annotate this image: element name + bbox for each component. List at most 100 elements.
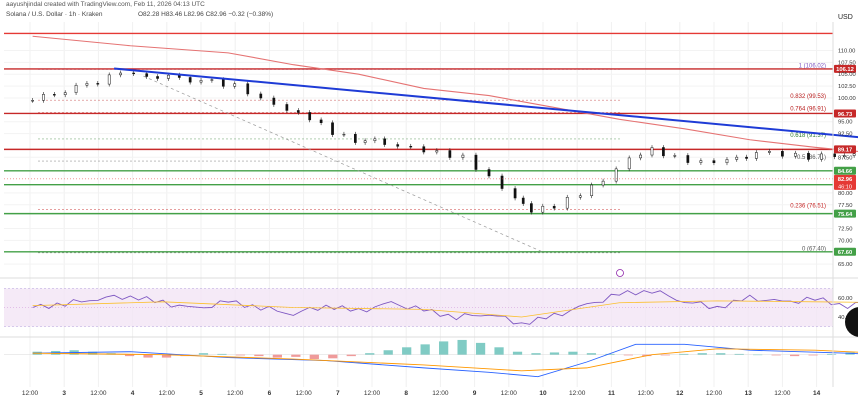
macd-histogram-bar bbox=[402, 347, 412, 355]
macd-histogram-bar bbox=[475, 342, 486, 355]
candle-body bbox=[768, 151, 771, 153]
candle-body bbox=[296, 110, 300, 113]
current-price-text: 82.96 bbox=[838, 177, 853, 183]
candle-body bbox=[119, 72, 122, 76]
candle-body bbox=[521, 197, 525, 204]
macd-signal-line bbox=[32, 348, 858, 372]
y-tick-label: 70.00 bbox=[838, 238, 853, 244]
bearish-trendline[interactable] bbox=[114, 67, 858, 176]
macd-histogram-bar bbox=[346, 354, 356, 357]
candle-body bbox=[353, 133, 357, 143]
candle-body bbox=[781, 151, 784, 157]
y-tick-label: 105.00 bbox=[838, 72, 856, 78]
level-badge-text: 106.12 bbox=[836, 67, 854, 73]
dashed-diagonal-line bbox=[143, 75, 545, 254]
candle-body bbox=[735, 156, 739, 160]
x-tick-label: 5 bbox=[199, 390, 203, 397]
price-pane[interactable]: 1 (106.02) 0.832 (99.53) 0.764 (96.91) 0.61… bbox=[4, 22, 858, 387]
macd-histogram-bar bbox=[198, 353, 209, 355]
fib-label: 0.5 (86.71) bbox=[797, 155, 826, 161]
candle-body bbox=[673, 155, 677, 157]
candle-body bbox=[627, 157, 631, 170]
macd-histogram-bar bbox=[217, 353, 227, 355]
level-badge bbox=[834, 145, 856, 154]
macd-histogram-bar bbox=[88, 351, 98, 355]
candle-body bbox=[820, 153, 823, 160]
level-badge bbox=[834, 166, 856, 175]
rsi-line bbox=[32, 290, 858, 325]
fib-label: 0.236 (76.51) bbox=[790, 203, 826, 209]
y-tick-label: 100.00 bbox=[838, 96, 856, 102]
candle-body bbox=[107, 74, 111, 85]
macd-histogram-bar bbox=[383, 350, 393, 355]
candle-body bbox=[96, 83, 100, 85]
candle-body bbox=[74, 84, 78, 93]
candles[interactable] bbox=[31, 70, 858, 215]
candle-body bbox=[487, 169, 491, 177]
x-tick-label: 9 bbox=[473, 390, 477, 397]
macd-histogram-bar bbox=[808, 354, 818, 356]
candle-body bbox=[422, 146, 426, 153]
ohlc-readout: O82.28 H83.46 L82.96 C82.96 −0.32 (−0.38… bbox=[138, 11, 273, 18]
candle-body bbox=[699, 160, 703, 163]
candle-body bbox=[578, 195, 582, 198]
candle-body bbox=[63, 92, 67, 95]
rsi-tick-label: 60.00 bbox=[838, 296, 853, 302]
bar-countdown-text: 46:10 bbox=[838, 184, 852, 190]
candle-body bbox=[199, 80, 203, 83]
level-badge bbox=[834, 247, 856, 256]
candle-body bbox=[210, 79, 214, 81]
candle-body bbox=[461, 154, 465, 158]
candle-body bbox=[541, 205, 545, 213]
rsi-pane[interactable] bbox=[4, 288, 858, 327]
fib-levels: 1 (106.02) 0.832 (99.53) 0.764 (96.91) 0.61… bbox=[38, 63, 826, 254]
y-tick-label: 92.50 bbox=[838, 132, 853, 138]
x-tick-label: 12:00 bbox=[159, 390, 176, 397]
x-tick-label: 8 bbox=[404, 390, 408, 397]
candle-body bbox=[285, 104, 289, 111]
x-tick-label: 4 bbox=[131, 390, 135, 397]
y-tick-label: 110.00 bbox=[838, 48, 855, 54]
candle-body bbox=[342, 133, 346, 136]
level-badge bbox=[834, 64, 856, 73]
macd-histogram-bar bbox=[531, 353, 541, 355]
replay-icon[interactable] bbox=[616, 269, 624, 277]
x-tick-label: 13 bbox=[745, 390, 753, 397]
level-badge-text: 75.64 bbox=[838, 212, 853, 218]
fib-label: 0.618 (91.37) bbox=[790, 133, 826, 139]
y-tick-label: 72.50 bbox=[838, 227, 853, 233]
level-badge-text: 89.17 bbox=[838, 148, 853, 154]
x-tick-label: 12 bbox=[676, 390, 684, 397]
macd-histogram-bar bbox=[605, 353, 615, 355]
candle-body bbox=[590, 184, 594, 196]
candle-body bbox=[145, 73, 149, 77]
candle-body bbox=[754, 152, 758, 159]
candle-body bbox=[373, 138, 377, 141]
chart-header: aayushjindal created with TradingView.co… bbox=[6, 1, 205, 8]
rsi-signal-line bbox=[32, 300, 858, 318]
macd-histogram-bar bbox=[716, 353, 726, 355]
candle-body bbox=[712, 160, 716, 164]
macd-pane[interactable] bbox=[4, 339, 858, 378]
current-price-badge bbox=[834, 174, 856, 190]
level-badge-text: 67.60 bbox=[838, 250, 853, 256]
fib-label: 1 (106.02) bbox=[799, 63, 826, 69]
macd-histogram-bar bbox=[420, 344, 430, 355]
y-tick-label: 65.00 bbox=[838, 262, 853, 268]
candle-body bbox=[31, 100, 34, 102]
scroll-indicator-icon[interactable] bbox=[845, 307, 858, 337]
candle-body bbox=[807, 152, 810, 160]
x-tick-label: 12:00 bbox=[706, 390, 723, 397]
macd-histogram-bar bbox=[679, 353, 689, 355]
macd-histogram-bar bbox=[660, 354, 670, 356]
macd-histogram-bar bbox=[235, 354, 246, 356]
currency-label: USD bbox=[838, 14, 853, 21]
macd-histogram-bar bbox=[143, 354, 153, 358]
x-tick-label: 12:00 bbox=[364, 390, 381, 397]
candle-body bbox=[383, 138, 387, 145]
level-badge bbox=[834, 209, 856, 218]
macd-histogram-bar bbox=[753, 354, 763, 356]
candle-body bbox=[448, 150, 452, 158]
macd-histogram-bar bbox=[254, 354, 264, 357]
